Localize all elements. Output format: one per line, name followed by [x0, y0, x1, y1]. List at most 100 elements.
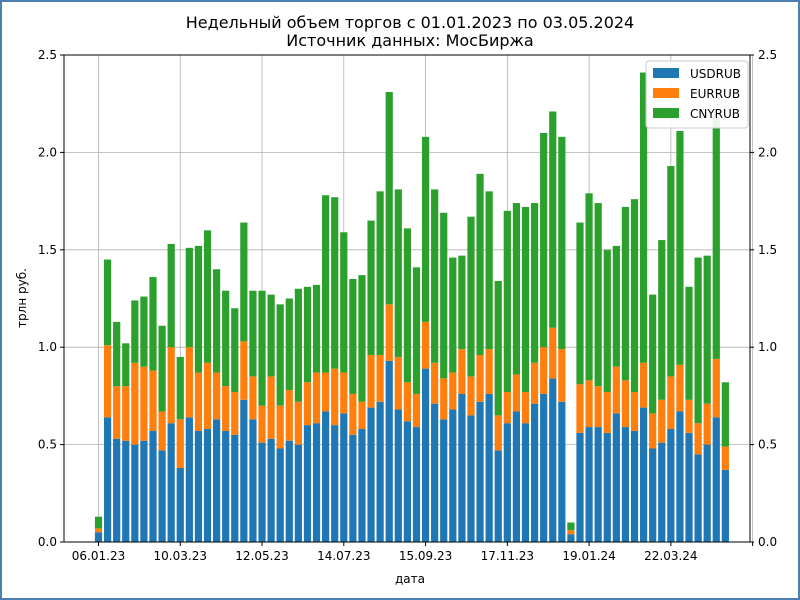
bar-usdrub	[649, 448, 657, 542]
bar-usdrub	[567, 534, 575, 542]
bar-cnyrub	[530, 203, 539, 363]
bar-cnyrub	[694, 257, 702, 424]
bar-usdrub	[331, 425, 339, 542]
bar-usdrub	[194, 430, 203, 542]
bar-eurrub	[712, 358, 720, 418]
bar-usdrub	[621, 427, 630, 542]
bar-eurrub	[213, 372, 221, 420]
bar-cnyrub	[476, 173, 484, 355]
bar-cnyrub	[594, 203, 602, 387]
bar-eurrub	[312, 372, 321, 424]
bar-usdrub	[403, 421, 411, 542]
bar-cnyrub	[712, 117, 720, 359]
bar-cnyrub	[94, 516, 103, 529]
bar-cnyrub	[267, 294, 275, 377]
bar-eurrub	[630, 392, 639, 431]
bar-eurrub	[603, 392, 611, 433]
bar-cnyrub	[322, 195, 330, 373]
bar-cnyrub	[249, 290, 257, 377]
bar-cnyrub	[721, 382, 729, 447]
legend-label-usdrub: USDRUB	[690, 67, 741, 81]
bar-cnyrub	[103, 259, 112, 346]
bar-eurrub	[322, 372, 330, 412]
bar-eurrub	[521, 392, 530, 424]
y-tick-label: 0.0	[38, 535, 57, 549]
x-tick-label: 14.07.23	[317, 549, 370, 563]
bars	[94, 72, 729, 542]
legend-label-eurrub: EURRUB	[690, 87, 740, 101]
bar-usdrub	[521, 423, 530, 542]
bar-cnyrub	[521, 206, 530, 393]
bar-cnyrub	[231, 308, 239, 393]
bar-cnyrub	[494, 280, 502, 416]
bar-eurrub	[431, 362, 439, 404]
bar-usdrub	[585, 427, 593, 542]
bar-usdrub	[267, 438, 275, 542]
bar-cnyrub	[703, 255, 711, 404]
bar-cnyrub	[649, 294, 657, 414]
bar-usdrub	[258, 442, 266, 542]
bar-cnyrub	[385, 92, 393, 305]
bar-cnyrub	[312, 284, 321, 373]
bar-usdrub	[431, 403, 439, 542]
bar-usdrub	[349, 434, 357, 542]
bar-eurrub	[167, 347, 175, 424]
bar-eurrub	[367, 354, 375, 408]
bar-cnyrub	[222, 290, 230, 387]
bar-cnyrub	[540, 132, 548, 348]
bar-eurrub	[176, 419, 184, 468]
bar-usdrub	[503, 423, 511, 542]
bar-usdrub	[203, 429, 212, 542]
bar-usdrub	[149, 430, 157, 542]
bar-eurrub	[530, 362, 539, 404]
x-tick-label: 10.03.23	[154, 549, 207, 563]
bar-cnyrub	[113, 321, 121, 387]
bar-usdrub	[185, 417, 193, 542]
bar-usdrub	[385, 360, 393, 542]
legend-label-cnyrub: CNYRUB	[690, 107, 740, 121]
bar-cnyrub	[340, 232, 348, 373]
bar-eurrub	[222, 386, 230, 431]
bar-usdrub	[703, 444, 711, 542]
bar-eurrub	[249, 376, 257, 420]
bar-usdrub	[140, 440, 148, 542]
bar-usdrub	[467, 415, 475, 542]
bar-usdrub	[367, 407, 375, 542]
bar-eurrub	[231, 392, 239, 435]
bar-cnyrub	[122, 343, 130, 387]
bar-cnyrub	[258, 290, 266, 406]
bar-eurrub	[412, 393, 421, 428]
bar-cnyrub	[676, 130, 684, 365]
x-tick-label: 17.11.23	[481, 549, 534, 563]
x-tick-label: 06.01.23	[72, 549, 125, 563]
bar-eurrub	[94, 528, 103, 533]
bar-cnyrub	[331, 197, 339, 369]
chart-title: Недельный объем торгов с 01.01.2023 по 0…	[186, 13, 634, 32]
bar-eurrub	[113, 386, 121, 439]
bar-usdrub	[540, 393, 548, 542]
bar-usdrub	[303, 425, 312, 542]
bar-usdrub	[240, 399, 248, 542]
bar-usdrub	[494, 450, 502, 542]
bar-eurrub	[567, 530, 575, 535]
y-tick-label-right: 0.0	[758, 535, 777, 549]
bar-usdrub	[630, 430, 639, 542]
bar-usdrub	[512, 411, 521, 542]
plot-area-frame	[63, 54, 751, 543]
y-tick-label: 2.5	[38, 48, 57, 62]
bar-eurrub	[340, 372, 348, 414]
legend-swatch-eurrub	[653, 88, 679, 98]
bar-eurrub	[385, 304, 393, 361]
bar-eurrub	[585, 380, 593, 428]
bar-cnyrub	[194, 245, 203, 373]
bar-cnyrub	[349, 279, 357, 394]
bar-usdrub	[231, 434, 239, 542]
bar-cnyrub	[176, 356, 184, 420]
bar-usdrub	[594, 427, 602, 542]
bar-usdrub	[176, 467, 184, 542]
bar-cnyrub	[612, 245, 620, 367]
bar-cnyrub	[640, 72, 648, 363]
bar-eurrub	[458, 349, 466, 394]
bar-cnyrub	[685, 286, 693, 400]
